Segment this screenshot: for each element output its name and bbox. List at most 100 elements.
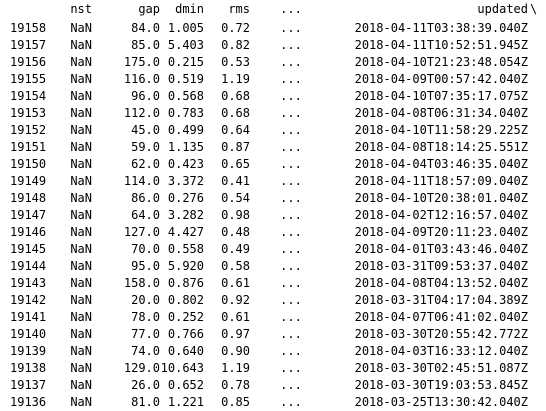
cell-updated: 2018-03-25T13:30:42.040Z — [354, 395, 528, 409]
cell-nst: NaN — [70, 174, 92, 188]
cell-nst: NaN — [70, 89, 92, 103]
column-header-updated: updated — [477, 2, 528, 16]
cell-gap: 77.0 — [131, 327, 160, 341]
cell-rms: 1.19 — [221, 361, 250, 375]
cell-ellipsis: ... — [280, 361, 302, 375]
table-row: 19147 NaN 64.0 3.282 0.98... 2018-04-02T12:16… — [0, 206, 546, 224]
row-index: 19138 — [10, 361, 47, 375]
cell-gap: 112.0 — [123, 106, 160, 120]
cell-rms: 0.72 — [221, 21, 250, 35]
cell-nst: NaN — [70, 293, 92, 307]
cell-gap: 175.0 — [123, 55, 160, 69]
cell-updated: 2018-04-09T20:11:23.040Z — [354, 225, 528, 239]
cell-rms: 0.65 — [221, 157, 250, 171]
cell-rms: 0.54 — [221, 191, 250, 205]
column-header-rms: rms — [228, 2, 250, 16]
cell-dmin: 0.783 — [167, 106, 204, 120]
cell-updated: 2018-04-09T00:57:42.040Z — [354, 72, 528, 86]
cell-dmin: 0.215 — [167, 55, 204, 69]
row-index: 19146 — [10, 225, 47, 239]
cell-ellipsis: ... — [280, 123, 302, 137]
cell-nst: NaN — [70, 55, 92, 69]
cell-gap: 114.0 — [123, 174, 160, 188]
cell-dmin: 1.135 — [167, 140, 204, 154]
cell-ellipsis: ... — [280, 89, 302, 103]
column-header-nst: nst — [70, 2, 92, 16]
cell-dmin: 0.568 — [167, 89, 204, 103]
table-row: 19157 NaN 85.0 5.403 0.82... 2018-04-11T10:52… — [0, 36, 546, 54]
cell-gap: 70.0 — [131, 242, 160, 256]
cell-dmin: 1.005 — [167, 21, 204, 35]
cell-gap: 81.0 — [131, 395, 160, 409]
row-index: 19151 — [10, 140, 47, 154]
cell-ellipsis: ... — [280, 242, 302, 256]
cell-nst: NaN — [70, 72, 92, 86]
cell-updated: 2018-04-01T03:43:46.040Z — [354, 242, 528, 256]
cell-gap: 62.0 — [131, 157, 160, 171]
cell-gap: 85.0 — [131, 38, 160, 52]
cell-dmin: 5.403 — [167, 38, 204, 52]
cell-nst: NaN — [70, 327, 92, 341]
cell-ellipsis: ... — [280, 378, 302, 392]
cell-updated: 2018-03-30T02:45:51.087Z — [354, 361, 528, 375]
cell-dmin: 10.643 — [160, 361, 204, 375]
cell-rms: 0.64 — [221, 123, 250, 137]
cell-rms: 0.49 — [221, 242, 250, 256]
cell-gap: 74.0 — [131, 344, 160, 358]
cell-updated: 2018-03-31T09:53:37.040Z — [354, 259, 528, 273]
table-row: 19156 NaN 175.0 0.215 0.53... 2018-04-10T21:2… — [0, 53, 546, 71]
table-row: 19158 NaN 84.0 1.005 0.72... 2018-04-11T03:38… — [0, 19, 546, 37]
row-index: 19139 — [10, 344, 47, 358]
table-row: 19145 NaN 70.0 0.558 0.49... 2018-04-01T03:43… — [0, 240, 546, 258]
table-row: 19140 NaN 77.0 0.766 0.97... 2018-03-30T20:55… — [0, 325, 546, 343]
cell-gap: 64.0 — [131, 208, 160, 222]
cell-gap: 86.0 — [131, 191, 160, 205]
cell-updated: 2018-04-02T12:16:57.040Z — [354, 208, 528, 222]
cell-ellipsis: ... — [280, 55, 302, 69]
cell-rms: 0.82 — [221, 38, 250, 52]
cell-ellipsis: ... — [280, 225, 302, 239]
cell-rms: 0.85 — [221, 395, 250, 409]
row-index: 19147 — [10, 208, 47, 222]
cell-dmin: 0.252 — [167, 310, 204, 324]
cell-dmin: 0.766 — [167, 327, 204, 341]
table-row: 19137 NaN 26.0 0.652 0.78... 2018-03-30T19:03… — [0, 376, 546, 394]
line-continuation-mark: \ — [530, 2, 538, 16]
cell-nst: NaN — [70, 361, 92, 375]
cell-ellipsis: ... — [280, 106, 302, 120]
cell-updated: 2018-03-30T20:55:42.772Z — [354, 327, 528, 341]
column-header-dmin: dmin — [175, 2, 204, 16]
column-header-ellipsis: ... — [280, 2, 302, 16]
cell-rms: 1.19 — [221, 72, 250, 86]
table-row: 19138 NaN 129.0 10.643 1.19... 2018-03-30T02:… — [0, 359, 546, 377]
cell-rms: 0.61 — [221, 276, 250, 290]
cell-ellipsis: ... — [280, 259, 302, 273]
cell-dmin: 0.499 — [167, 123, 204, 137]
row-index: 19136 — [10, 395, 47, 409]
cell-gap: 45.0 — [131, 123, 160, 137]
cell-ellipsis: ... — [280, 276, 302, 290]
cell-ellipsis: ... — [280, 344, 302, 358]
cell-updated: 2018-04-08T04:13:52.040Z — [354, 276, 528, 290]
row-index: 19141 — [10, 310, 47, 324]
cell-nst: NaN — [70, 276, 92, 290]
cell-ellipsis: ... — [280, 327, 302, 341]
cell-gap: 116.0 — [123, 72, 160, 86]
cell-gap: 127.0 — [123, 225, 160, 239]
cell-rms: 0.87 — [221, 140, 250, 154]
cell-dmin: 0.423 — [167, 157, 204, 171]
cell-updated: 2018-04-10T11:58:29.225Z — [354, 123, 528, 137]
cell-updated: 2018-04-10T20:38:01.040Z — [354, 191, 528, 205]
table-row: 19146 NaN 127.0 4.427 0.48... 2018-04-09T20:1… — [0, 223, 546, 241]
table-row: 19142 NaN 20.0 0.802 0.92... 2018-03-31T04:17… — [0, 291, 546, 309]
cell-updated: 2018-04-07T06:41:02.040Z — [354, 310, 528, 324]
row-index: 19148 — [10, 191, 47, 205]
table-row: 19153 NaN 112.0 0.783 0.68... 2018-04-08T06:3… — [0, 104, 546, 122]
table-row: 19154 NaN 96.0 0.568 0.68... 2018-04-10T07:35… — [0, 87, 546, 105]
cell-nst: NaN — [70, 208, 92, 222]
table-row: 19141 NaN 78.0 0.252 0.61... 2018-04-07T06:41… — [0, 308, 546, 326]
cell-dmin: 3.282 — [167, 208, 204, 222]
cell-gap: 26.0 — [131, 378, 160, 392]
cell-updated: 2018-03-31T04:17:04.389Z — [354, 293, 528, 307]
